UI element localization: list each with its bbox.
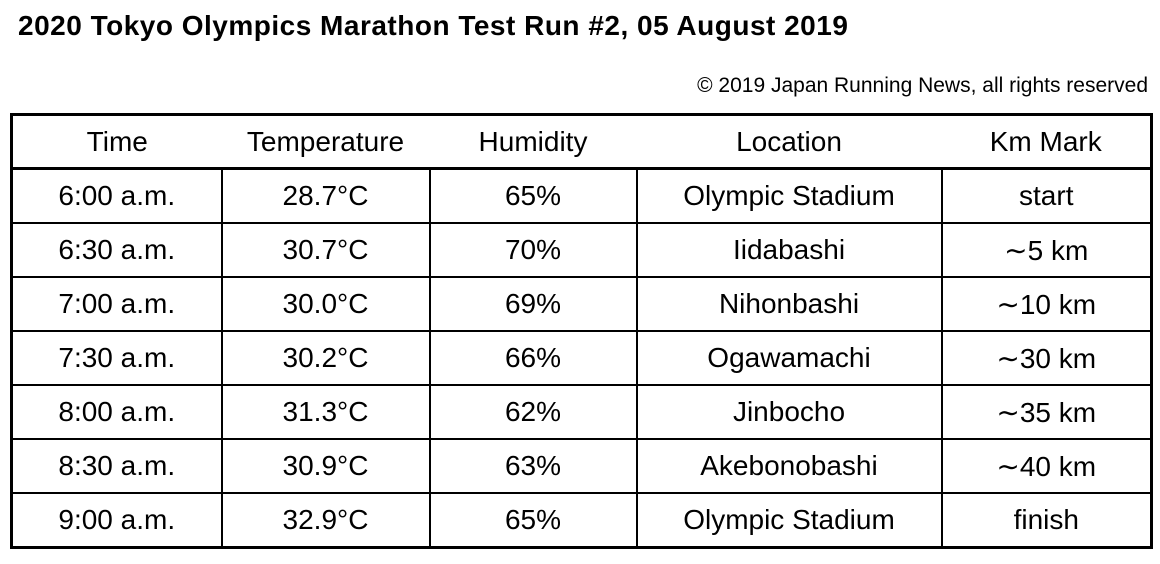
cell-humidity: 66% — [428, 330, 638, 386]
header-temperature: Temperature — [221, 114, 430, 170]
cell-km-mark: ∼30 km — [940, 330, 1152, 386]
cell-km-mark: finish — [940, 492, 1152, 548]
cell-time: 8:00 a.m. — [11, 384, 223, 440]
cell-humidity: 65% — [428, 167, 638, 224]
cell-time: 8:30 a.m. — [11, 438, 223, 494]
table-row: 8:00 a.m. 31.3°C 62% Jinbocho ∼35 km — [11, 384, 1152, 440]
cell-location: Jinbocho — [635, 384, 943, 440]
table-row: 7:00 a.m. 30.0°C 69% Nihonbashi ∼10 km — [11, 276, 1152, 332]
cell-time: 7:00 a.m. — [11, 276, 223, 332]
cell-time: 7:30 a.m. — [11, 330, 223, 386]
cell-km-mark: ∼40 km — [940, 438, 1152, 494]
cell-location: Nihonbashi — [635, 276, 943, 332]
header-location: Location — [636, 114, 942, 170]
cell-humidity: 62% — [428, 384, 638, 440]
page-title: 2020 Tokyo Olympics Marathon Test Run #2… — [18, 10, 849, 41]
cell-temperature: 31.3°C — [220, 384, 431, 440]
data-table: Time Temperature Humidity Location Km Ma… — [10, 113, 1153, 549]
cell-location: Olympic Stadium — [635, 492, 943, 548]
cell-temperature: 28.7°C — [220, 167, 431, 224]
table-row: 6:30 a.m. 30.7°C 70% Iidabashi ∼5 km — [11, 222, 1152, 278]
cell-temperature: 32.9°C — [220, 492, 431, 548]
cell-km-mark: ∼10 km — [940, 276, 1152, 332]
cell-km-mark: ∼5 km — [940, 222, 1152, 278]
cell-time: 9:00 a.m. — [11, 492, 223, 548]
copyright-notice: © 2019 Japan Running News, all rights re… — [697, 74, 1148, 97]
cell-km-mark: start — [940, 167, 1152, 224]
cell-time: 6:30 a.m. — [11, 222, 223, 278]
header-row: Time Temperature Humidity Location Km Ma… — [11, 114, 1152, 170]
cell-time: 6:00 a.m. — [11, 167, 223, 224]
cell-location: Iidabashi — [635, 222, 943, 278]
table-row: 6:00 a.m. 28.7°C 65% Olympic Stadium sta… — [11, 167, 1152, 224]
header-time: Time — [11, 114, 222, 170]
header-humidity: Humidity — [429, 114, 637, 170]
cell-temperature: 30.9°C — [220, 438, 431, 494]
cell-temperature: 30.2°C — [220, 330, 431, 386]
cell-location: Akebonobashi — [635, 438, 943, 494]
cell-location: Olympic Stadium — [635, 167, 943, 224]
cell-humidity: 63% — [428, 438, 638, 494]
cell-humidity: 69% — [428, 276, 638, 332]
cell-temperature: 30.0°C — [220, 276, 431, 332]
cell-km-mark: ∼35 km — [940, 384, 1152, 440]
cell-humidity: 65% — [428, 492, 638, 548]
table-row: 9:00 a.m. 32.9°C 65% Olympic Stadium fin… — [11, 492, 1152, 548]
cell-location: Ogawamachi — [635, 330, 943, 386]
header-km-mark: Km Mark — [941, 114, 1152, 170]
table-row: 8:30 a.m. 30.9°C 63% Akebonobashi ∼40 km — [11, 438, 1152, 494]
table-row: 7:30 a.m. 30.2°C 66% Ogawamachi ∼30 km — [11, 330, 1152, 386]
cell-temperature: 30.7°C — [220, 222, 431, 278]
cell-humidity: 70% — [428, 222, 638, 278]
